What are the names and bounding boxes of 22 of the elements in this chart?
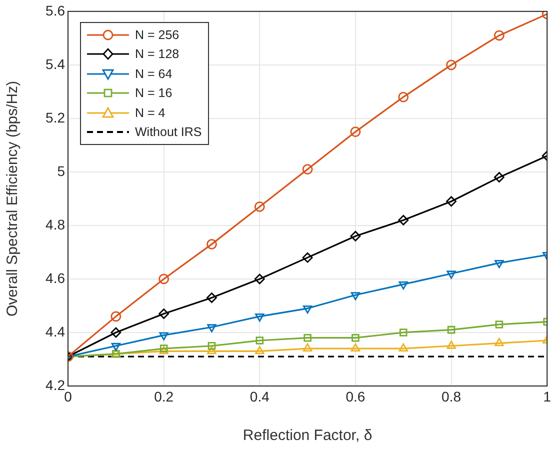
legend-label: N = 64 — [135, 66, 172, 81]
y-tick-label: 5.2 — [46, 109, 66, 126]
y-tick-label: 4.2 — [46, 376, 66, 393]
legend-label: N = 16 — [135, 86, 172, 100]
y-tick-label: 5.6 — [46, 2, 66, 18]
x-tick-label: 0.2 — [154, 388, 174, 404]
legend-label: Without IRS — [135, 125, 202, 140]
x-axis-title: Reflection Factor, δ — [242, 427, 372, 444]
y-tick-label: 4.4 — [46, 323, 66, 340]
x-tick-label: 0.6 — [346, 388, 366, 404]
legend-label: N = 4 — [135, 106, 166, 120]
x-tick-label: 0.8 — [442, 388, 462, 404]
y-tick-label: 4.8 — [46, 216, 66, 232]
x-tick-label: 0 — [64, 388, 72, 404]
y-tick-label: 5.4 — [46, 56, 66, 72]
x-tick-label: 0.4 — [250, 388, 270, 404]
x-tick-label: 1 — [543, 388, 552, 404]
y-tick-label: 4.6 — [46, 270, 66, 286]
legend-label: N = 256 — [135, 28, 180, 42]
y-tick-label: 5 — [57, 162, 66, 179]
y-axis-title: Overall Spectral Efficiency (bps/Hz) — [4, 80, 22, 317]
legend-label: N = 128 — [135, 47, 180, 62]
